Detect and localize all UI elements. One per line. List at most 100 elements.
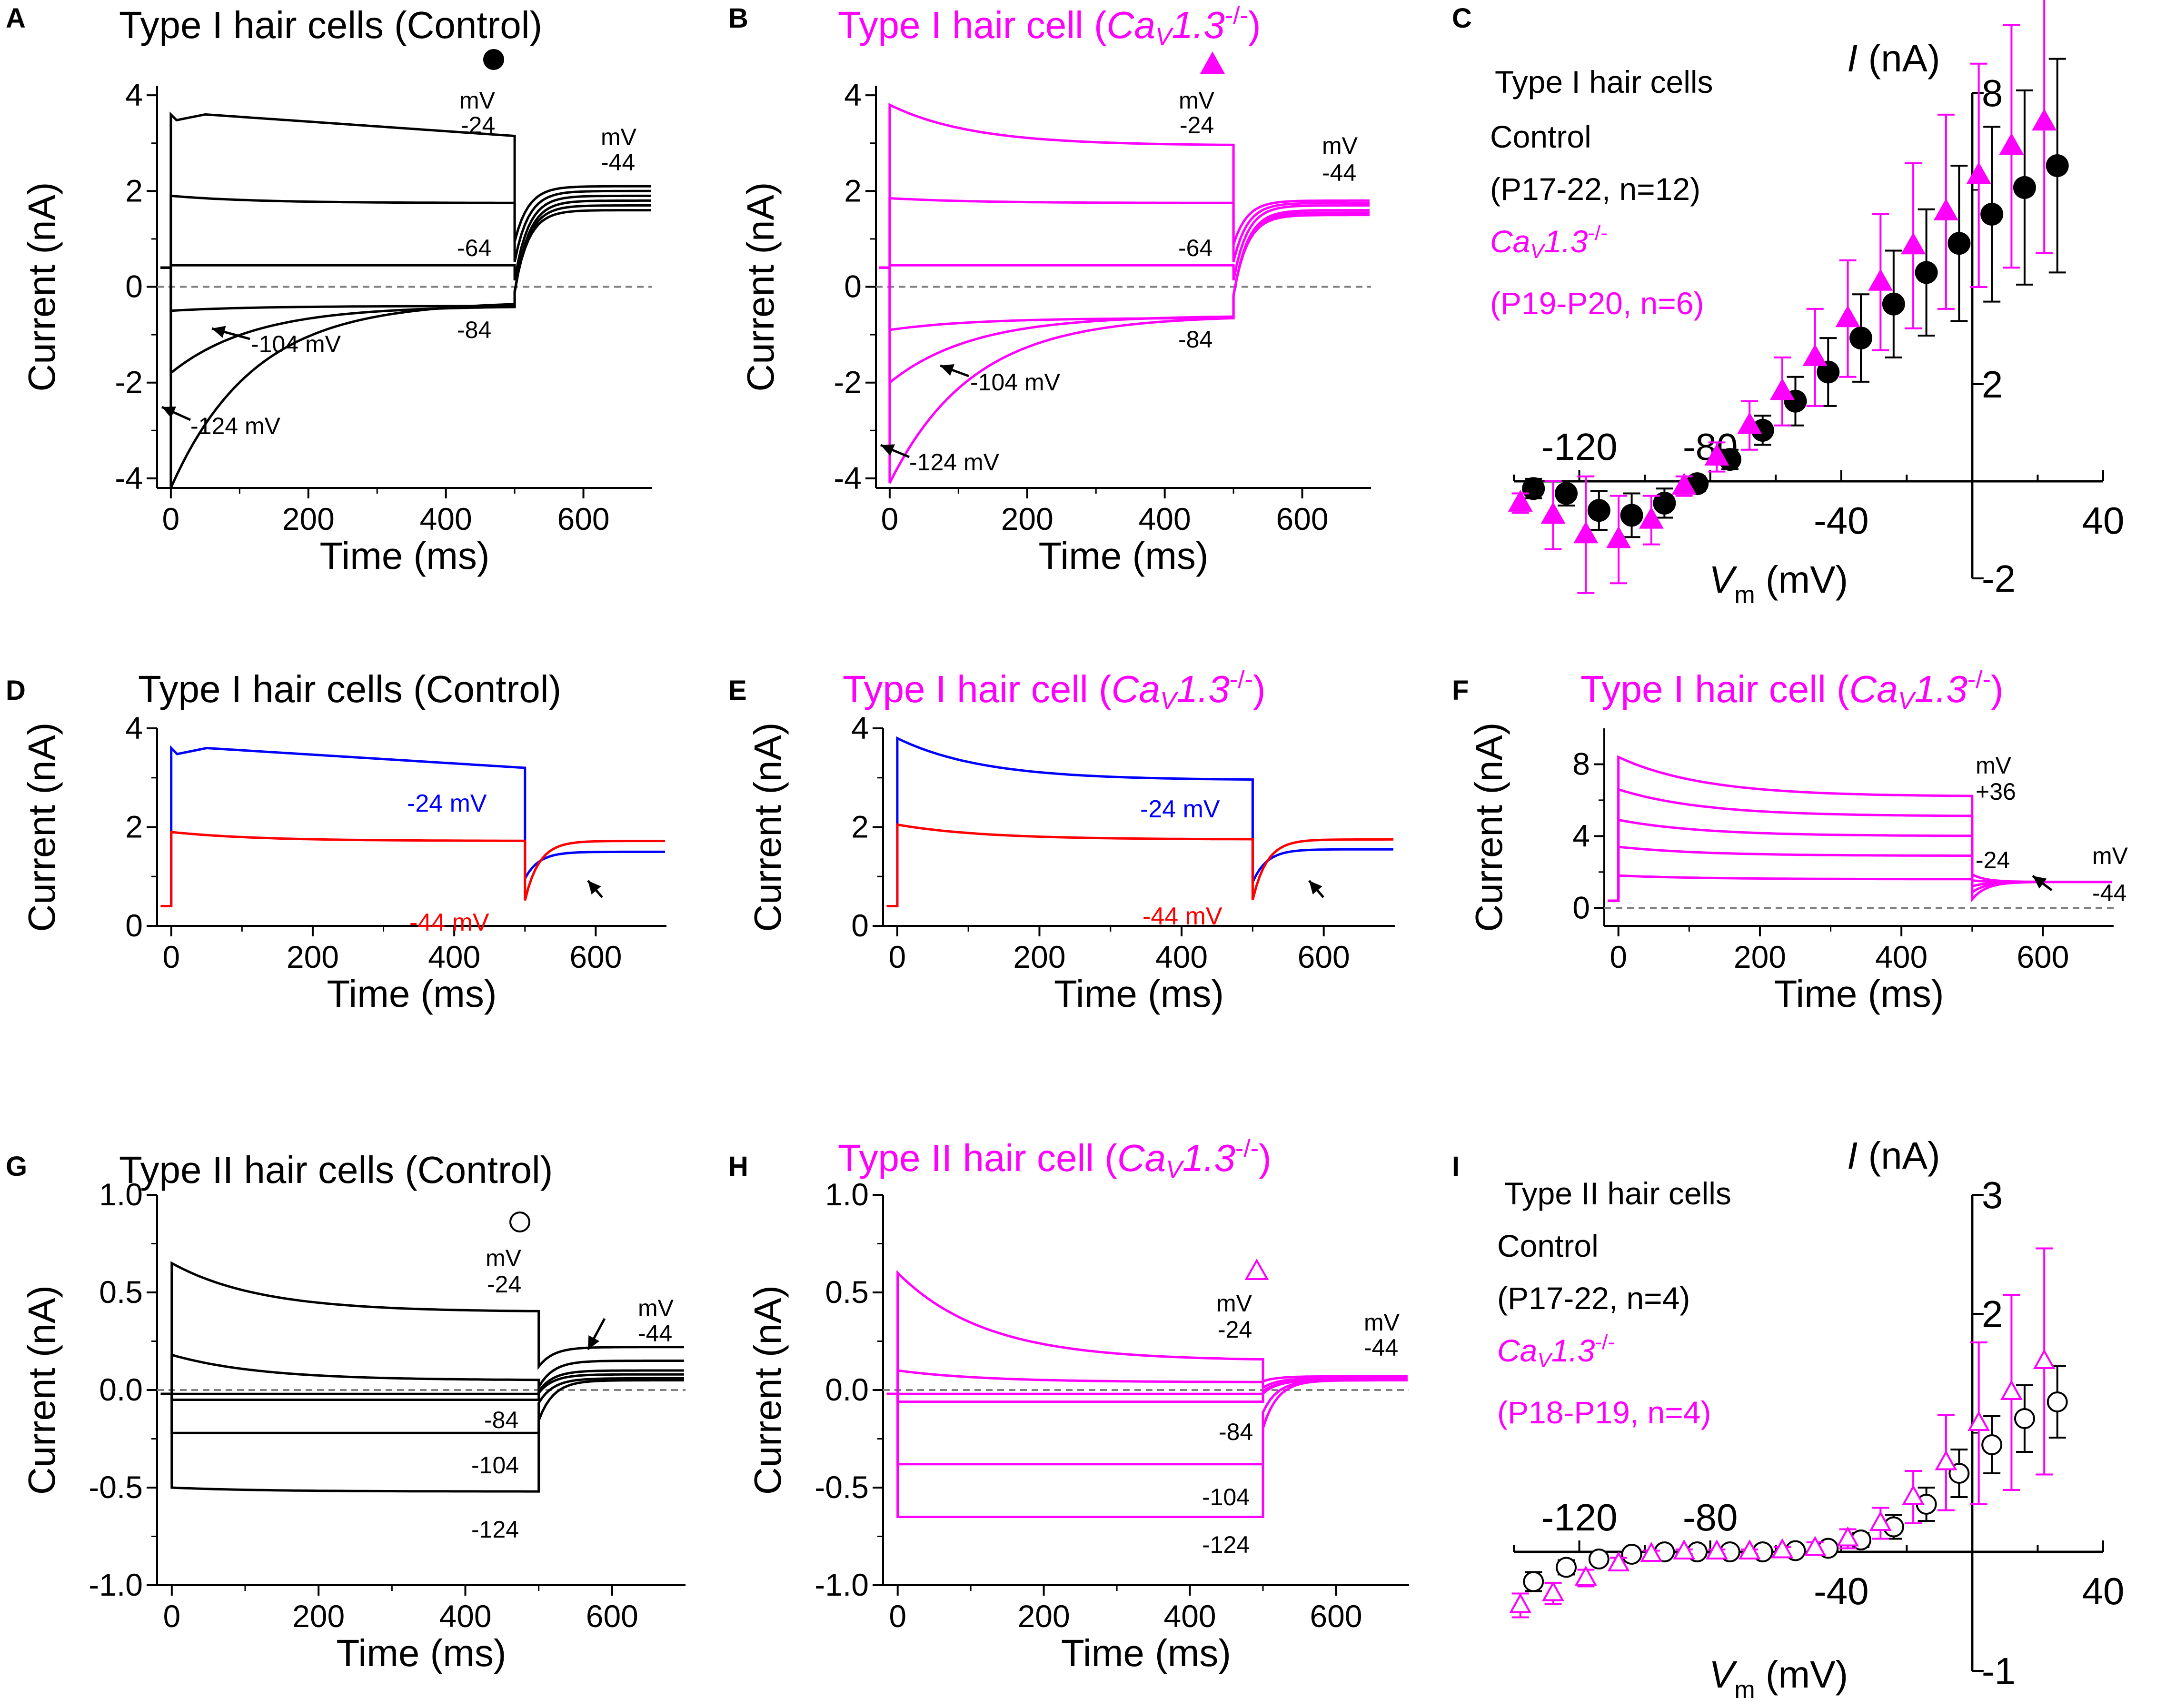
panel-h-y-tick-label: 0.5 bbox=[825, 1274, 869, 1310]
panel-g-ylabel: Current (nA) bbox=[20, 1285, 63, 1495]
panel-c-point-control bbox=[1947, 232, 1971, 255]
panel-e-xlabel: Time (ms) bbox=[1054, 973, 1224, 1015]
panel-c-point-control bbox=[1555, 482, 1578, 505]
panel-i-point-ko bbox=[2033, 1349, 2056, 1369]
panel-e-x-tick-label: 200 bbox=[1013, 939, 1065, 974]
panel-a-plot: 4 2 0 -2 -4 0 200 400 600 Time (ms) Current (nA) bbox=[20, 77, 652, 577]
panel-b-plot: 4 2 0 -2 -4 0 200 400 600 Time (ms) Current (nA) bbox=[739, 77, 1371, 577]
panel-i-legend-control-n: (P17-22, n=4) bbox=[1497, 1281, 1690, 1316]
panel-f-label-mv2: mV bbox=[2092, 843, 2128, 869]
panel-h-y-tick-label: 1.0 bbox=[825, 1177, 869, 1212]
panel-f-x-tick-label: 600 bbox=[2017, 939, 2069, 974]
panel-e-trace--44mV bbox=[886, 823, 1393, 907]
panel-i-x-tick-label: -40 bbox=[1814, 1570, 1869, 1612]
panel-f-x-tick-label: 400 bbox=[1875, 939, 1928, 974]
panel-b-y-tick-label: 4 bbox=[844, 77, 862, 112]
control-marker bbox=[483, 49, 504, 70]
panel-i-y-tick-label: -1 bbox=[1982, 1650, 2016, 1692]
panel-c-point-ko bbox=[2032, 109, 2057, 131]
panel-c-y-tick-label: 2 bbox=[1982, 363, 2003, 406]
panel-c-point-control bbox=[1849, 327, 1873, 350]
panel-i-point-ko bbox=[1804, 1536, 1827, 1556]
panel-e-x-tick-label: 0 bbox=[889, 939, 906, 974]
panel-i-x-tick-label: -120 bbox=[1541, 1496, 1617, 1539]
panel-c-legend-title: Type I hair cells bbox=[1495, 64, 1713, 99]
panel-f-y-tick-label: 4 bbox=[1572, 818, 1590, 853]
panel-f-y-tick-label: 8 bbox=[1572, 746, 1590, 781]
panel-i-point-ko bbox=[1607, 1551, 1630, 1571]
panel-i-legend-ko-sup: -/- bbox=[1595, 1331, 1615, 1354]
panel-letter-f: F bbox=[1452, 675, 1469, 706]
panel-i-point-control bbox=[1621, 1544, 1642, 1565]
panel-b-label-v124: -124 mV bbox=[909, 449, 1000, 476]
panel-h-label-mv: mV bbox=[1216, 1290, 1252, 1317]
panel-c-xlabel-rest: (mV) bbox=[1755, 558, 1848, 601]
panel-a-x-tick-label: 400 bbox=[420, 501, 472, 536]
panel-letter-h: H bbox=[728, 1151, 748, 1182]
panel-b-trace--24mV bbox=[879, 103, 1370, 269]
panel-i-point-ko bbox=[1935, 1450, 1957, 1470]
panel-g-arrow-tail-head bbox=[588, 1335, 600, 1350]
panel-c-point-ko bbox=[1868, 268, 1893, 291]
panel-i-legend-ko: CaV1.3-/- bbox=[1497, 1331, 1615, 1372]
panel-c-x-tick-label: -40 bbox=[1814, 499, 1869, 542]
panel-c-point-control bbox=[1653, 491, 1676, 515]
panel-h-label-v104: -104 bbox=[1202, 1484, 1250, 1510]
panel-a-arrow-104-head bbox=[212, 326, 226, 338]
panel-f-ylabel: Current (nA) bbox=[1468, 722, 1510, 932]
panel-b-ylabel: Current (nA) bbox=[739, 182, 782, 391]
panel-c-point-control bbox=[1751, 418, 1774, 442]
panel-b-title-post: ) bbox=[1248, 4, 1261, 46]
panel-c-point-ko bbox=[1966, 162, 1991, 184]
panel-c-xlabel-v: V bbox=[1709, 558, 1738, 601]
panel-b-title-sup: -/- bbox=[1225, 2, 1248, 30]
panel-i-point-ko bbox=[1869, 1510, 1892, 1531]
panel-h-x-tick-label: 200 bbox=[1018, 1599, 1070, 1634]
panel-d-x-tick-label: 600 bbox=[569, 939, 622, 974]
panel-f-xlabel: Time (ms) bbox=[1774, 973, 1944, 1015]
panel-letter-c: C bbox=[1452, 3, 1472, 34]
panel-f-label-v44: -44 bbox=[2092, 880, 2126, 906]
panel-a-x-tick-label: 0 bbox=[162, 501, 180, 536]
panel-i-point-control bbox=[1523, 1571, 1544, 1592]
panel-h-trace--24mV bbox=[886, 1270, 1408, 1395]
panel-f-arrow-tail-head bbox=[2033, 876, 2047, 889]
panel-c-point-control bbox=[1882, 292, 1905, 316]
panel-e-trace--24mV bbox=[886, 736, 1393, 907]
panel-f-title-sub: V bbox=[1898, 687, 1917, 715]
panel-a-ylabel: Current (nA) bbox=[20, 182, 63, 391]
panel-f-title-sup: -/- bbox=[1967, 666, 1991, 694]
panel-h-ylabel: Current (nA) bbox=[746, 1285, 789, 1495]
panel-d-y-tick-label: 2 bbox=[125, 809, 143, 844]
panel-b-arrow-124-head bbox=[881, 444, 895, 456]
panel-h-title-pre: Type II hair cell ( bbox=[838, 1137, 1117, 1179]
panel-b-y-tick-label: 0 bbox=[844, 269, 862, 304]
panel-i-point-control bbox=[1588, 1549, 1610, 1569]
panel-g-x-tick-label: 400 bbox=[439, 1599, 491, 1634]
panel-b-y-tick-label: -4 bbox=[834, 460, 862, 496]
panel-c-xlabel-sub: m bbox=[1734, 581, 1755, 609]
panel-c-legend-ko-sup: -/- bbox=[1588, 221, 1608, 245]
panel-c-point-ko bbox=[1769, 378, 1795, 400]
panel-f-title-pre: Type I hair cell ( bbox=[1580, 668, 1849, 710]
panel-c-point-ko bbox=[1835, 305, 1860, 328]
panel-i-x-tick-label: 40 bbox=[2082, 1570, 2125, 1612]
panel-i-legend-title: Type II hair cells bbox=[1504, 1176, 1731, 1211]
panel-b-label-mv2: mV bbox=[1322, 132, 1358, 159]
panel-g-trace--124mV bbox=[160, 1379, 684, 1493]
panel-d-x-tick-label: 400 bbox=[428, 939, 480, 974]
panel-g-trace--84mV bbox=[160, 1373, 684, 1401]
panel-b-x-tick-label: 0 bbox=[881, 501, 899, 536]
panel-f-title: Type I hair cell (CaV1.3-/-) bbox=[1580, 666, 2004, 715]
panel-b-label-v104: -104 mV bbox=[970, 369, 1061, 396]
panel-i-point-ko bbox=[1706, 1539, 1728, 1559]
panel-h-y-tick-label: -1.0 bbox=[815, 1567, 869, 1602]
panel-i-legend-ko-n: (P18-P19, n=4) bbox=[1497, 1395, 1711, 1430]
panel-c-legend-ko-n: (P19-P20, n=6) bbox=[1490, 286, 1704, 321]
panel-i-point-ko bbox=[1640, 1541, 1663, 1562]
panel-c-ylabel: I (nA) bbox=[1847, 37, 1940, 79]
panel-f-label-mv: mV bbox=[1976, 752, 2012, 779]
